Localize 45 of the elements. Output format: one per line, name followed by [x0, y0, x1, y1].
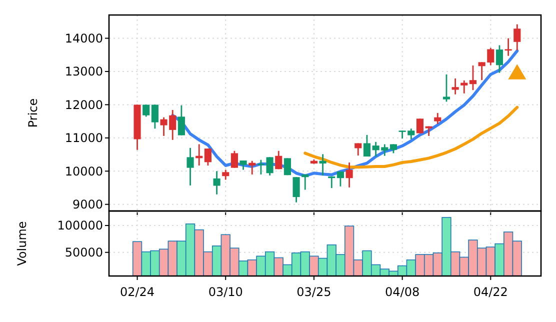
- candlestick: [248, 160, 256, 176]
- candlestick: [363, 134, 370, 158]
- y-tick-label: 100000: [57, 218, 103, 233]
- candlestick: [284, 157, 291, 176]
- candlestick: [469, 64, 477, 91]
- y-tick-label: 12000: [64, 98, 103, 112]
- candlestick: [213, 170, 220, 196]
- line-series: [304, 106, 519, 169]
- candlestick: [346, 162, 353, 188]
- candlestick: [434, 112, 442, 125]
- candlestick: [514, 24, 521, 51]
- candlestick: [204, 148, 212, 166]
- candlestick: [186, 147, 194, 186]
- candlestick: [266, 156, 274, 176]
- candlestick: [442, 74, 450, 102]
- y-tick-label: 50000: [64, 246, 103, 260]
- candlestick: [292, 176, 300, 204]
- candlestick: [496, 44, 504, 74]
- candlestick: [178, 104, 185, 136]
- candlestick: [452, 78, 459, 96]
- candlestick: [240, 160, 247, 171]
- candlestick: [319, 153, 326, 176]
- x-tick-label: 03/10: [208, 285, 243, 299]
- x-tick-label: 03/25: [296, 285, 332, 299]
- candlestick: [336, 170, 344, 188]
- x-tick-label: 04/22: [473, 285, 508, 299]
- candlestick: [504, 38, 512, 57]
- candlestick: [416, 118, 424, 134]
- candlestick: [230, 150, 238, 169]
- x-tick-label: 04/08: [385, 285, 420, 299]
- y-axis-title: Price: [26, 98, 40, 128]
- y-tick-label: 14000: [64, 31, 103, 46]
- candlestick: [460, 80, 468, 94]
- candlestick: [354, 142, 362, 156]
- y-axis-title: Volume: [15, 221, 29, 266]
- y-tick-label: 11000: [64, 131, 103, 146]
- candlestick: [222, 169, 230, 180]
- candlestick: [302, 174, 309, 190]
- x-tick-label: 02/24: [120, 285, 155, 299]
- candlestick: [151, 104, 158, 130]
- candlestick: [142, 104, 150, 118]
- y-tick-label: 13000: [64, 64, 103, 79]
- y-tick-label: 9000: [72, 198, 103, 212]
- y-tick-label: 10000: [64, 164, 103, 178]
- candlestick: [275, 150, 282, 170]
